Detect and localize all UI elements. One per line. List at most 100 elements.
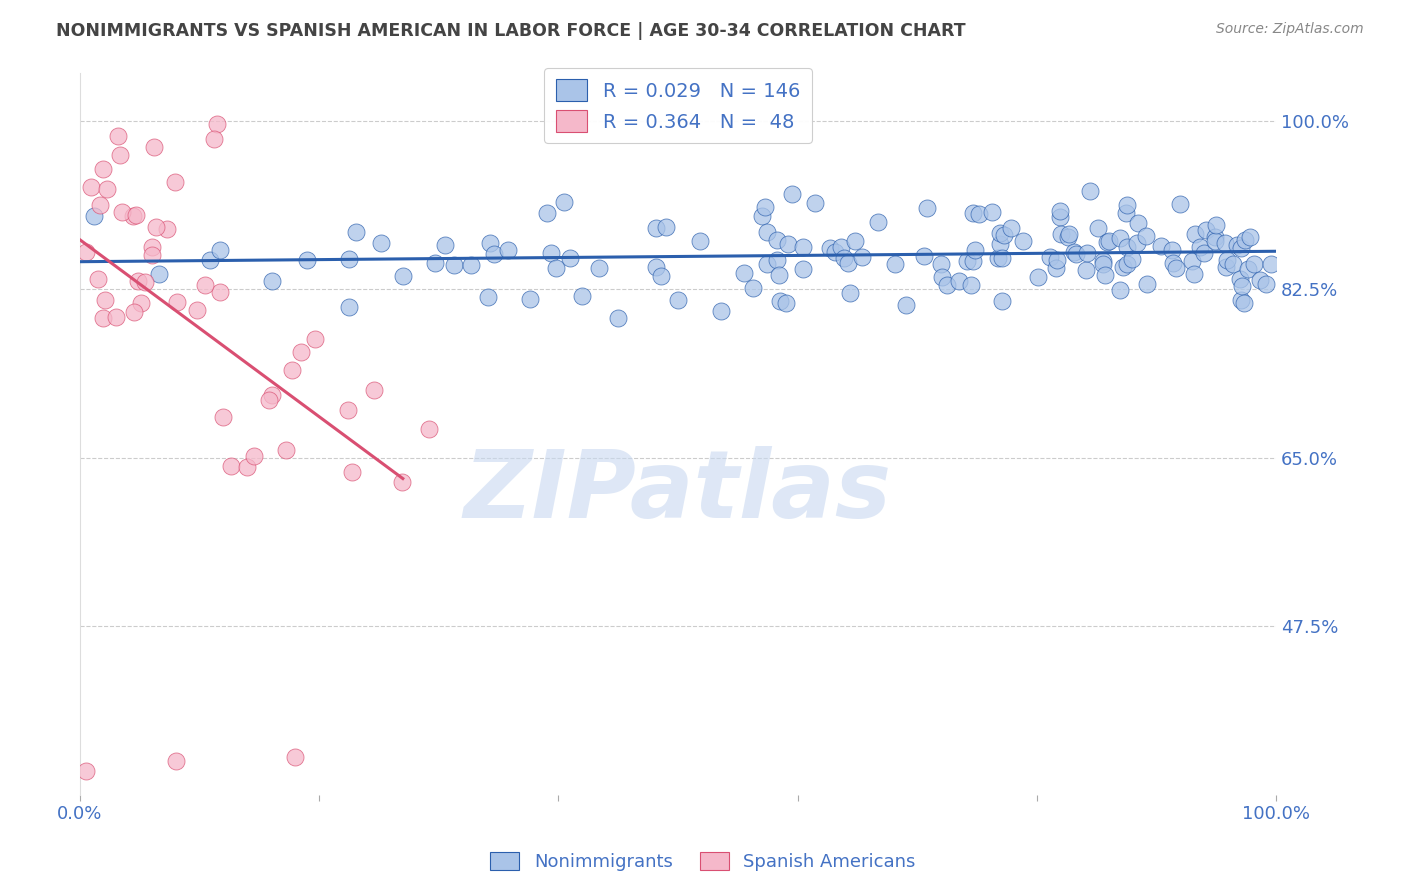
Point xyxy=(1078,184,1101,198)
Point xyxy=(262,274,284,288)
Legend: R = 0.029   N = 146, R = 0.364   N =  48: R = 0.029 N = 146, R = 0.364 N = 48 xyxy=(544,68,811,144)
Point xyxy=(883,257,905,271)
Point xyxy=(1230,241,1253,255)
Point xyxy=(710,304,733,318)
Point xyxy=(655,220,678,235)
Point xyxy=(756,225,779,239)
Point xyxy=(1226,237,1249,252)
Point xyxy=(536,205,558,219)
Point xyxy=(1216,253,1239,268)
Point xyxy=(156,221,179,235)
Point xyxy=(1230,293,1253,307)
Point xyxy=(769,293,792,308)
Point xyxy=(645,260,668,275)
Point xyxy=(145,219,167,234)
Point xyxy=(1161,244,1184,258)
Point xyxy=(986,252,1008,266)
Point xyxy=(1222,257,1244,271)
Point xyxy=(988,226,1011,240)
Point xyxy=(1045,261,1067,276)
Point xyxy=(1237,262,1260,277)
Point xyxy=(666,293,689,308)
Point xyxy=(792,261,814,276)
Point xyxy=(1115,206,1137,220)
Point xyxy=(1109,231,1132,245)
Point xyxy=(284,749,307,764)
Point xyxy=(1116,257,1139,271)
Point xyxy=(837,255,859,269)
Point xyxy=(1149,239,1171,253)
Point xyxy=(1026,270,1049,285)
Point xyxy=(1000,221,1022,235)
Point xyxy=(1087,221,1109,235)
Point xyxy=(142,140,165,154)
Point xyxy=(804,196,827,211)
Point xyxy=(1046,253,1069,268)
Point xyxy=(851,250,873,264)
Point xyxy=(1098,234,1121,248)
Point xyxy=(482,247,505,261)
Point xyxy=(991,251,1014,265)
Point xyxy=(1059,227,1081,241)
Point xyxy=(165,755,187,769)
Point xyxy=(839,285,862,300)
Point xyxy=(141,240,163,254)
Point xyxy=(344,225,367,239)
Point xyxy=(780,187,803,202)
Point xyxy=(304,332,326,346)
Point xyxy=(1161,255,1184,269)
Text: Source: ZipAtlas.com: Source: ZipAtlas.com xyxy=(1216,22,1364,37)
Point xyxy=(1204,230,1226,244)
Point xyxy=(1108,284,1130,298)
Point xyxy=(818,241,841,255)
Point xyxy=(1039,251,1062,265)
Point xyxy=(198,252,221,267)
Point xyxy=(775,296,797,310)
Point xyxy=(259,392,281,407)
Point xyxy=(765,252,787,267)
Point xyxy=(1074,263,1097,277)
Point xyxy=(650,269,672,284)
Point xyxy=(948,274,970,288)
Point xyxy=(931,270,953,285)
Point xyxy=(94,293,117,308)
Point xyxy=(742,280,765,294)
Point xyxy=(1135,229,1157,244)
Point xyxy=(965,243,987,257)
Point xyxy=(1205,218,1227,232)
Point xyxy=(391,475,413,489)
Point xyxy=(134,275,156,289)
Point xyxy=(1181,254,1204,268)
Point xyxy=(460,258,482,272)
Point xyxy=(1115,240,1137,254)
Text: ZIPatlas: ZIPatlas xyxy=(464,446,891,538)
Point xyxy=(896,298,918,312)
Point xyxy=(1164,261,1187,276)
Point xyxy=(208,285,231,300)
Point xyxy=(980,205,1002,219)
Point xyxy=(80,180,103,194)
Point xyxy=(588,260,610,275)
Point xyxy=(962,253,984,268)
Point xyxy=(1091,257,1114,271)
Point xyxy=(219,458,242,473)
Point xyxy=(935,278,957,293)
Point xyxy=(75,764,97,778)
Point xyxy=(1126,216,1149,230)
Point xyxy=(276,443,298,458)
Point xyxy=(766,233,789,247)
Point xyxy=(75,245,97,260)
Point xyxy=(1254,277,1277,291)
Legend: Nonimmigrants, Spanish Americans: Nonimmigrants, Spanish Americans xyxy=(484,846,922,879)
Point xyxy=(988,236,1011,251)
Point xyxy=(124,304,146,318)
Text: NONIMMIGRANTS VS SPANISH AMERICAN IN LABOR FORCE | AGE 30-34 CORRELATION CHART: NONIMMIGRANTS VS SPANISH AMERICAN IN LAB… xyxy=(56,22,966,40)
Point xyxy=(1076,246,1098,260)
Point xyxy=(363,384,385,398)
Point xyxy=(1125,236,1147,251)
Point xyxy=(337,300,360,314)
Point xyxy=(1234,233,1257,247)
Point xyxy=(337,402,360,417)
Point xyxy=(129,296,152,310)
Point xyxy=(477,290,499,304)
